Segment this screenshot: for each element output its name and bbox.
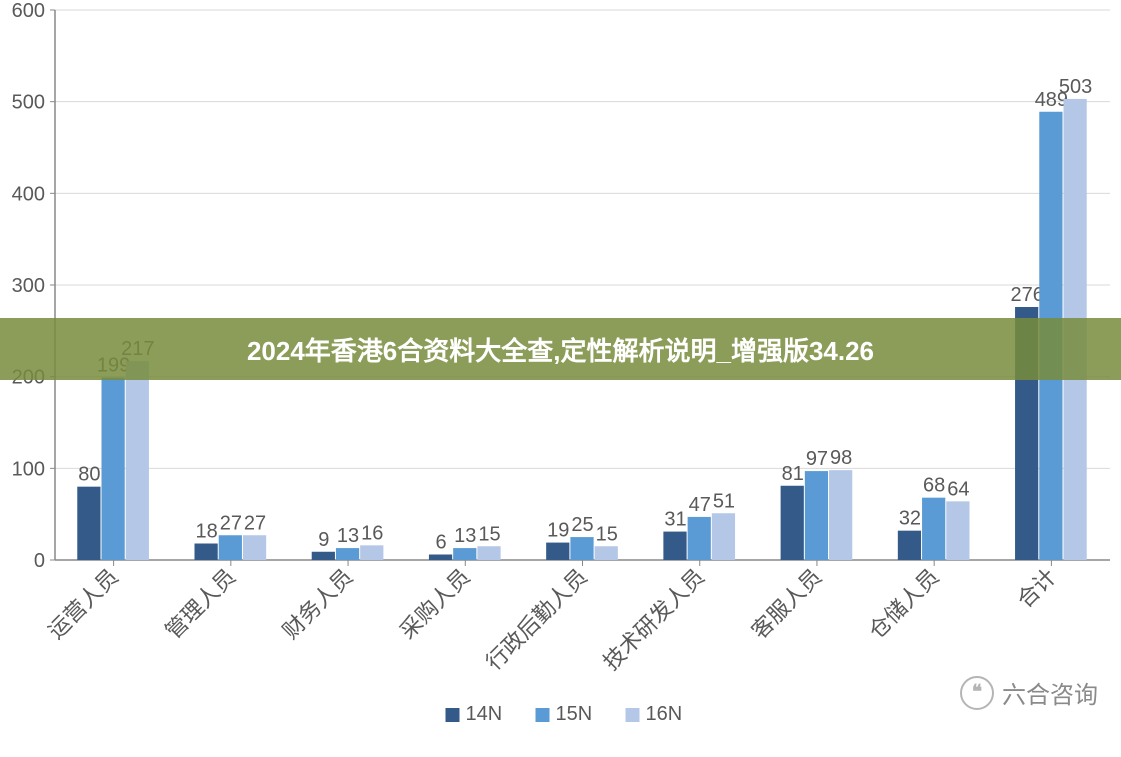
bar [219,535,242,560]
x-tick-label: 合计 [1012,564,1061,613]
bar [126,361,149,560]
bar [898,531,921,560]
bar [101,378,124,560]
bar [570,537,593,560]
bar-value-label: 16 [361,522,383,544]
bar-value-label: 276 [1010,284,1043,306]
bar [243,535,266,560]
bar [922,498,945,560]
bar [429,555,452,561]
bar [663,532,686,560]
legend-swatch [446,708,460,722]
bar-value-label: 18 [195,521,217,543]
bar-value-label: 64 [947,478,969,500]
bar [360,545,383,560]
y-tick-label: 100 [12,458,45,480]
bar [336,548,359,560]
bar-value-label: 80 [78,464,100,486]
x-tick-label: 运营人员 [43,564,123,644]
bar-value-label: 32 [899,508,921,530]
y-tick-label: 300 [12,275,45,297]
y-tick-label: 0 [34,550,45,572]
y-tick-label: 400 [12,183,45,205]
bar-value-label: 19 [547,520,569,542]
x-tick-label: 采购人员 [395,564,475,644]
y-tick-label: 600 [12,0,45,22]
bar-value-label: 13 [454,525,476,547]
bar [688,517,711,560]
bar [595,546,618,560]
bar [805,471,828,560]
bar-value-label: 31 [664,509,686,531]
bar-value-label: 27 [220,512,242,534]
legend-label: 16N [646,703,683,725]
x-tick-label: 行政后勤人员 [481,564,592,675]
bar [77,487,100,560]
legend-label: 15N [556,703,593,725]
bar [477,546,500,560]
x-tick-label: 财务人员 [278,564,358,644]
bar-value-label: 6 [435,532,446,554]
overlay-banner: 2024年香港6合资料大全查,定性解析说明_增强版34.26 [0,318,1121,380]
y-tick-label: 500 [12,92,45,114]
watermark: ❝ 六合咨询 [960,675,1098,710]
bar [946,501,969,560]
legend-swatch [626,708,640,722]
x-tick-label: 客服人员 [747,564,827,644]
bar-value-label: 81 [782,463,804,485]
bar [546,543,569,560]
watermark-text: 六合咨询 [1002,675,1098,710]
bar [829,470,852,560]
bar-value-label: 9 [318,529,329,551]
x-tick-label: 技术研发人员 [598,564,709,675]
bar [781,486,804,560]
bar-value-label: 13 [337,525,359,547]
bar-value-label: 51 [713,490,735,512]
bar-value-label: 68 [923,475,945,497]
bar [312,552,335,560]
bar-value-label: 27 [244,512,266,534]
legend-label: 14N [466,703,503,725]
bar-value-label: 47 [689,494,711,516]
bar-value-label: 15 [478,523,500,545]
bar-value-label: 97 [806,448,828,470]
x-tick-label: 管理人员 [160,564,240,644]
x-tick-label: 仓储人员 [864,564,944,644]
overlay-text: 2024年香港6合资料大全查,定性解析说明_增强版34.26 [247,331,874,368]
bar-value-label: 25 [571,514,593,536]
bar [453,548,476,560]
bar-value-label: 98 [830,447,852,469]
bar [194,544,217,561]
bar-value-label: 15 [596,523,618,545]
bar-value-label: 503 [1059,76,1092,98]
wechat-icon: ❝ [960,676,994,710]
bar [712,513,735,560]
legend-swatch [536,708,550,722]
